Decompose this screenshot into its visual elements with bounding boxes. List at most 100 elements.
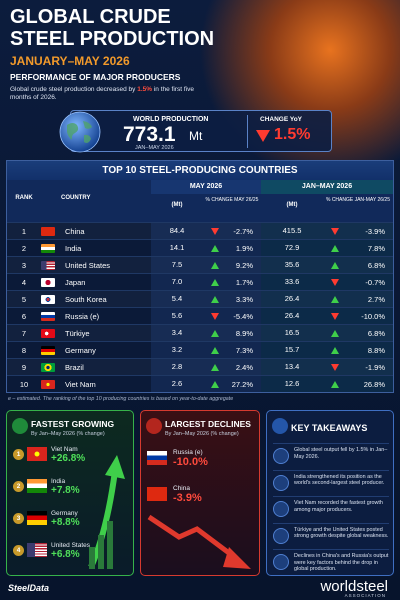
change-label: CHANGE YoY bbox=[260, 116, 303, 123]
may-production: 3.4 bbox=[151, 325, 203, 341]
ytd-change-cell: 6.8% bbox=[323, 257, 393, 273]
trend-arrow bbox=[211, 346, 219, 354]
panel-icon bbox=[146, 418, 162, 434]
ytd-change: 6.8% bbox=[367, 260, 385, 270]
table-row: 7 Türkiye 3.4 8.9% 16.5 6.8% bbox=[7, 324, 393, 341]
flag bbox=[41, 226, 55, 236]
trend-arrow bbox=[211, 278, 219, 286]
trend-arrow bbox=[211, 295, 219, 303]
intro-text: Global crude steel production decreased … bbox=[10, 86, 136, 93]
decline-item: China -3.9% bbox=[145, 483, 235, 513]
panel-subtitle: By Jan–May 2026 (% change) bbox=[165, 431, 239, 437]
may-change-cell: 1.9% bbox=[203, 240, 261, 256]
may-change-cell: -5.4% bbox=[203, 308, 261, 324]
takeaway-item: Türkiye and the United States posted str… bbox=[273, 522, 389, 549]
panel-title: LARGEST DECLINES bbox=[165, 419, 251, 429]
growth-arrow bbox=[88, 455, 125, 569]
intro-highlight: 1.5% bbox=[137, 86, 153, 93]
table-row: 6 Russia (e) 5.6 -5.4% 26.4 -10.0% bbox=[7, 307, 393, 324]
takeaway-text: Türkiye and the United States posted str… bbox=[294, 526, 389, 540]
largest-declines-panel: LARGEST DECLINES By Jan–May 2026 (% chan… bbox=[140, 410, 260, 576]
column-header: RANK bbox=[15, 195, 33, 201]
trend-arrow bbox=[331, 346, 339, 354]
key-takeaways-panel: KEY TAKEAWAYS Global steel output fell b… bbox=[266, 410, 394, 576]
table-row: 2 India 14.1 1.9% 72.9 7.8% bbox=[7, 239, 393, 256]
country: Japan bbox=[65, 277, 86, 287]
takeaway-icon bbox=[273, 474, 289, 491]
trend-arrow bbox=[211, 329, 219, 337]
table-title: TOP 10 STEEL-PRODUCING COUNTRIES bbox=[7, 161, 393, 180]
world-label: WORLD PRODUCTION bbox=[133, 116, 209, 123]
may-production: 2.6 bbox=[151, 376, 203, 392]
ytd-production: 12.6 bbox=[261, 376, 323, 392]
may-production: 2.8 bbox=[151, 359, 203, 375]
trend-arrow bbox=[331, 261, 339, 269]
takeaway-item: Declines in China's and Russia's output … bbox=[273, 549, 389, 575]
trend-arrow bbox=[211, 261, 219, 269]
table-row: 9 Brazil 2.8 2.4% 13.4 -1.9% bbox=[7, 358, 393, 375]
country: Viet Nam bbox=[51, 446, 78, 453]
country: India bbox=[65, 243, 82, 253]
may-change-cell: 9.2% bbox=[203, 257, 261, 273]
rank: 5 bbox=[21, 294, 27, 304]
ytd-production: 33.6 bbox=[261, 274, 323, 290]
trend-arrow bbox=[331, 380, 339, 388]
takeaway-item: Viet Nam recorded the fastest growth amo… bbox=[273, 496, 389, 522]
world-unit: Mt bbox=[189, 129, 203, 143]
may-change: 8.9% bbox=[235, 328, 253, 338]
rank: 1 bbox=[21, 226, 27, 236]
flag bbox=[27, 543, 47, 557]
table-row: 1 China 84.4 -2.7% 415.5 -3.9% bbox=[7, 222, 393, 239]
may-production: 7.0 bbox=[151, 274, 203, 290]
country: Brazil bbox=[65, 362, 84, 372]
may-production: 5.4 bbox=[151, 291, 203, 307]
country: India bbox=[51, 478, 66, 485]
takeaway-text: Viet Nam recorded the fastest growth amo… bbox=[294, 500, 383, 513]
country: Germany bbox=[65, 345, 96, 355]
flag bbox=[147, 487, 167, 501]
panel-subtitle: By Jan–May 2026 (% change) bbox=[31, 431, 105, 437]
column-header: COUNTRY bbox=[61, 195, 91, 201]
ytd-change-cell: -1.9% bbox=[323, 359, 393, 375]
ytd-production: 35.6 bbox=[261, 257, 323, 273]
may-change-cell: 3.3% bbox=[203, 291, 261, 307]
ytd-production: 72.9 bbox=[261, 240, 323, 256]
brand: SteelData bbox=[8, 583, 50, 593]
may-change-cell: 27.2% bbox=[203, 376, 261, 392]
growth-item: 2 India +7.8% bbox=[13, 477, 103, 507]
may-change: 27.2% bbox=[231, 379, 253, 389]
flag bbox=[41, 379, 55, 389]
change: +26.8% bbox=[51, 453, 86, 464]
flag bbox=[41, 243, 55, 253]
ytd-change: -3.9% bbox=[365, 226, 385, 236]
may-production: 84.4 bbox=[151, 223, 203, 239]
change: -10.0% bbox=[173, 456, 208, 468]
ytd-production: 415.5 bbox=[261, 223, 323, 239]
flag bbox=[27, 479, 47, 493]
rank: 2 bbox=[21, 243, 27, 253]
country: South Korea bbox=[65, 294, 107, 304]
flag bbox=[41, 277, 55, 287]
takeaway-item: Global steel output fell by 1.5% in Jan–… bbox=[273, 443, 389, 469]
table-row: 3 United States 7.5 9.2% 35.6 6.8% bbox=[7, 256, 393, 273]
ytd-change-cell: -10.0% bbox=[323, 308, 393, 324]
rank: 8 bbox=[21, 345, 27, 355]
producers-table: TOP 10 STEEL-PRODUCING COUNTRIES RANK CO… bbox=[6, 160, 394, 393]
may-change-cell: 8.9% bbox=[203, 325, 261, 341]
trend-arrow bbox=[331, 312, 339, 320]
column-group: MAY 2026 bbox=[151, 180, 261, 194]
ytd-change: 26.8% bbox=[363, 379, 385, 389]
down-arrow bbox=[256, 130, 270, 142]
may-change: 1.7% bbox=[235, 277, 253, 287]
may-production: 14.1 bbox=[151, 240, 203, 256]
trend-arrow bbox=[331, 227, 339, 235]
flag bbox=[147, 451, 167, 465]
growth-item: 4 United States +6.8% bbox=[13, 541, 103, 571]
takeaway-text: Global steel output fell by 1.5% in Jan–… bbox=[294, 447, 388, 460]
column-header: (Mt) bbox=[286, 202, 298, 208]
may-change: -5.4% bbox=[233, 311, 253, 321]
ytd-change: 7.8% bbox=[367, 243, 385, 253]
fastest-growing-panel: FASTEST GROWING By Jan–May 2026 (% chang… bbox=[6, 410, 134, 576]
may-production: 7.5 bbox=[151, 257, 203, 273]
trend-arrow bbox=[331, 244, 339, 252]
